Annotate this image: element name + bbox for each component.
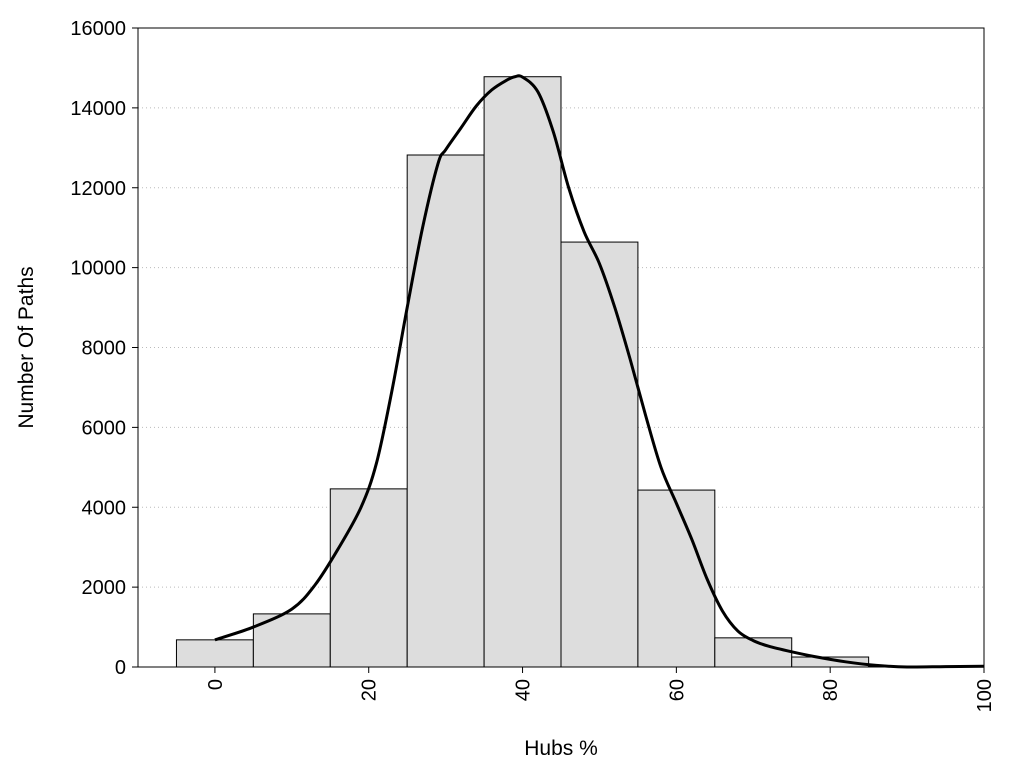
y-tick-label: 10000 [70, 258, 126, 280]
x-tick-label: 80 [820, 679, 842, 701]
x-tick-label: 100 [974, 679, 996, 712]
x-axis-ticks: 0 20 40 60 80 100 [205, 667, 996, 712]
y-tick-label: 6000 [82, 417, 127, 439]
x-tick-label: 60 [666, 679, 688, 701]
x-tick-label: 20 [359, 679, 381, 701]
y-axis-title: Number Of Paths [15, 266, 38, 428]
x-tick-label: 40 [513, 679, 535, 701]
histogram-bar [329, 488, 408, 668]
y-tick-label: 4000 [82, 497, 127, 519]
x-tick-label: 0 [205, 679, 227, 690]
y-tick-label: 0 [115, 657, 126, 679]
histogram-bar [406, 154, 485, 668]
y-tick-label: 8000 [82, 338, 127, 360]
y-axis-ticks: 0 2000 4000 6000 8000 10000 12000 14000 16000 [70, 18, 138, 679]
y-tick-label: 12000 [70, 178, 126, 200]
y-tick-label: 14000 [70, 98, 126, 120]
histogram-bar [637, 489, 716, 668]
y-tick-label: 2000 [82, 577, 127, 599]
bars [175, 76, 985, 668]
density-curve-group [214, 74, 985, 669]
y-tick-label: 16000 [70, 18, 126, 40]
histogram-bar [560, 241, 639, 668]
x-axis-title: Hubs % [524, 737, 598, 760]
histogram-bar [175, 639, 254, 668]
density-curve [214, 74, 985, 669]
gridlines [138, 107, 984, 588]
histogram-bar [483, 76, 562, 668]
